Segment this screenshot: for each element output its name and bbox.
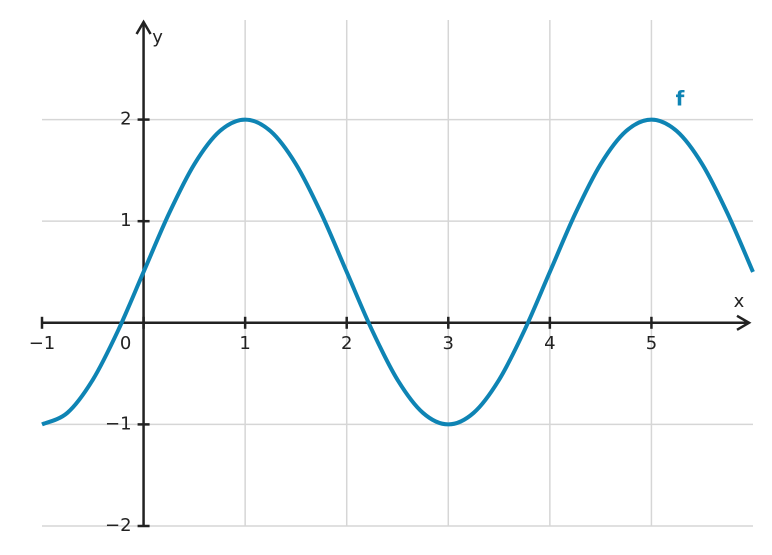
series-label: f: [676, 87, 685, 111]
x-tick-label: 0: [120, 333, 131, 354]
x-tick-label: −1: [29, 333, 56, 354]
x-axis-label: x: [734, 291, 745, 312]
y-axis-label: y: [152, 27, 163, 48]
axes: x y −1 0 1 2 3 4 5 −2 −1 1 2: [29, 19, 752, 536]
plot: f: [41, 87, 755, 427]
y-tick-label: −2: [105, 515, 132, 536]
x-axis-arrow: [736, 314, 752, 331]
x-tick-label: 2: [341, 333, 352, 354]
x-tick-label: 4: [544, 333, 555, 354]
y-tick-label: 1: [120, 210, 131, 231]
y-tick-label: 2: [120, 109, 131, 130]
grid: [42, 20, 753, 527]
x-tick-label: 5: [646, 333, 657, 354]
y-tick-label: −1: [105, 413, 132, 434]
function-curve: [41, 117, 755, 427]
x-tick-label: 1: [239, 333, 250, 354]
y-axis-arrow: [135, 19, 152, 35]
x-tick-label: 3: [443, 333, 454, 354]
